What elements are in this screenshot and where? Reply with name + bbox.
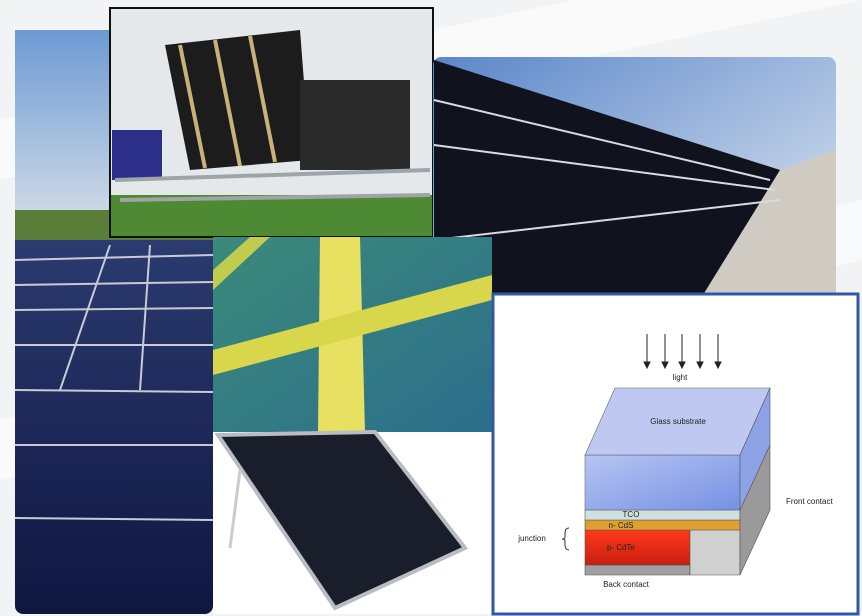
photo-panel-stand xyxy=(213,429,492,614)
cdte-diagram: light Glass substrate TCO Front contact … xyxy=(491,292,860,616)
label-cdte: p- CdTe xyxy=(607,543,636,552)
photo-crane xyxy=(109,7,434,238)
label-glass: Glass substrate xyxy=(650,417,706,426)
photo-solar-row xyxy=(433,57,836,316)
label-front-contact: Front contact xyxy=(786,497,833,506)
label-back-contact: Back contact xyxy=(603,580,650,589)
label-cds: n- CdS xyxy=(609,521,634,530)
brace xyxy=(561,527,570,551)
label-light: light xyxy=(673,373,688,382)
label-tco: TCO xyxy=(623,510,640,519)
light-arrows xyxy=(643,334,722,370)
label-junction: junction xyxy=(517,534,546,543)
photo-thermal xyxy=(213,237,492,432)
